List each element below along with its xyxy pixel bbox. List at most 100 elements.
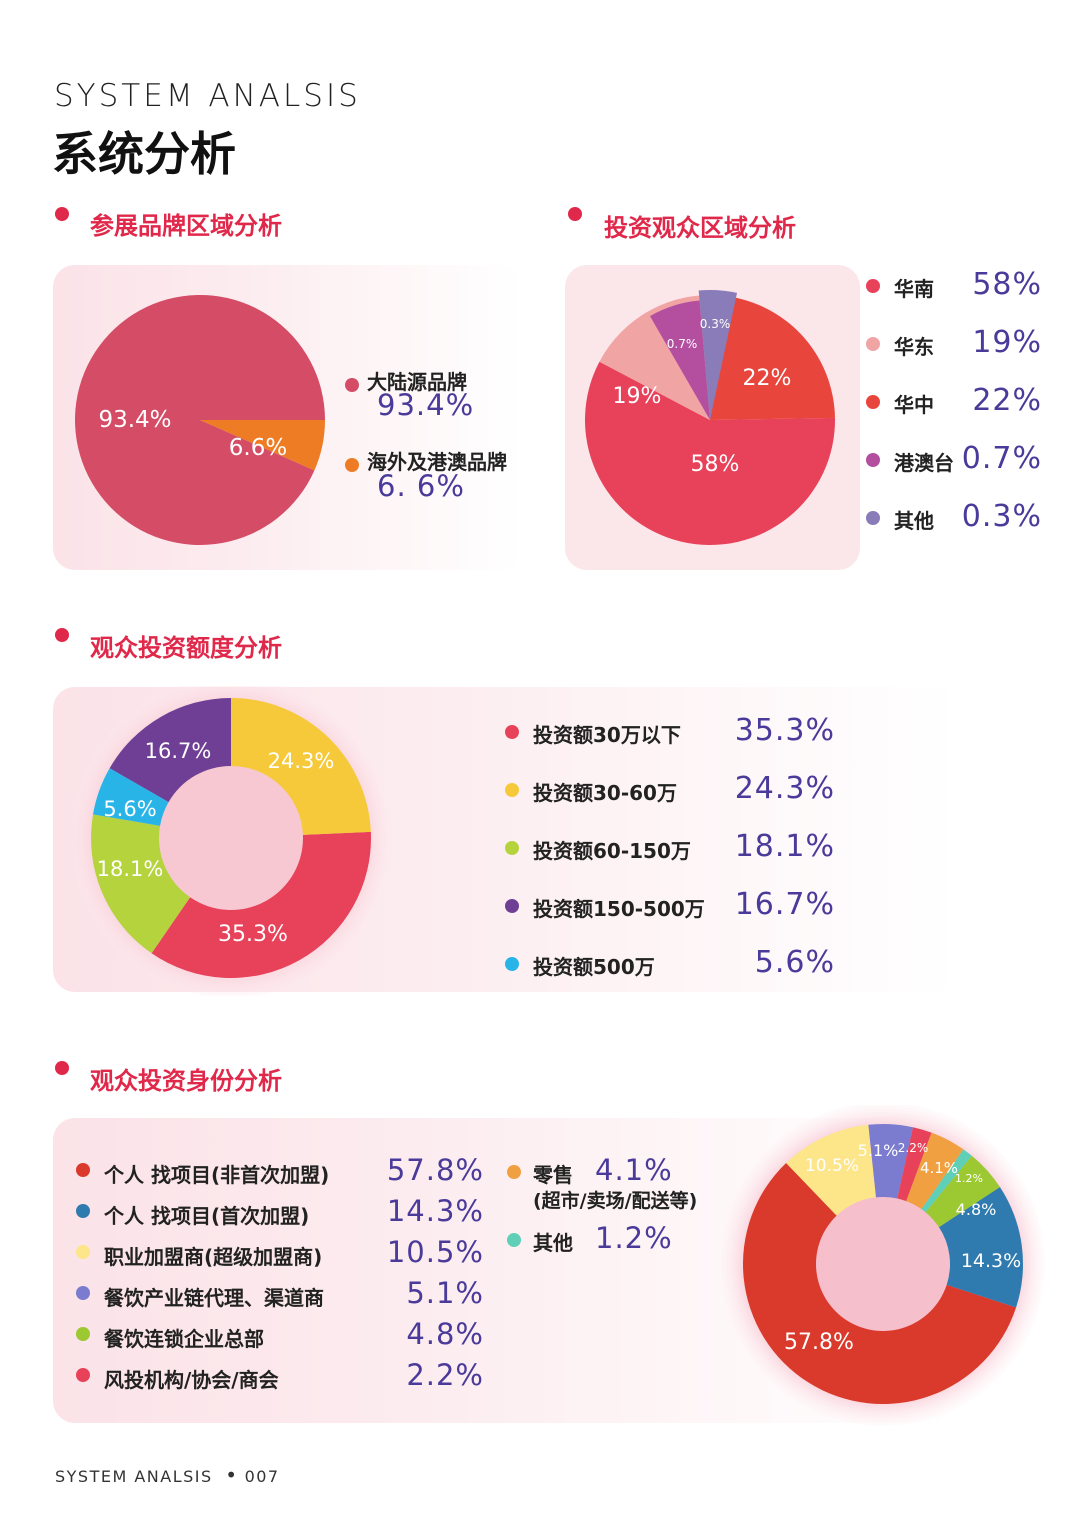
pie-slice-3 — [90, 814, 191, 954]
legend-label: 华南 — [894, 277, 934, 301]
legend-item: 港澳台 0.7% — [866, 440, 1066, 498]
slice-label: 93.4% — [98, 407, 171, 433]
legend-value: 24.3% — [734, 771, 835, 806]
legend-dot-icon — [866, 337, 880, 351]
legend-label: 个人 找项目(非首次加盟) — [104, 1163, 330, 1187]
legend-item: 职业加盟商(超级加盟商) 10.5% — [76, 1235, 486, 1276]
legend-label: 港澳台 — [894, 451, 954, 475]
legend-item: 投资额60-150万 18.1% — [505, 828, 845, 886]
legend-item: 餐饮连锁企业总部 4.8% — [76, 1317, 486, 1358]
identity-legend-right: 零售 4.1% (超市/卖场/配送等) 其他 1.2% — [507, 1153, 737, 1259]
section-bullet-icon — [568, 207, 582, 221]
slice-label: 58% — [691, 452, 740, 477]
legend-dot-icon — [505, 899, 519, 913]
slice-label: 0.3% — [700, 317, 731, 331]
region-legend: 华南 58% 华东 19% 华中 22% 港澳台 0.7% 其他 0.3% — [866, 266, 1066, 556]
section-title-brand: 参展品牌区域分析 — [90, 212, 282, 240]
slice-label: 4.1% — [920, 1159, 958, 1177]
legend-item: 投资额30万以下 35.3% — [505, 712, 845, 770]
english-title: SYSTEM ANALSIS — [54, 78, 361, 114]
legend-label: 零售 — [533, 1163, 573, 1187]
legend-item: 投资额150-500万 16.7% — [505, 886, 845, 944]
pie-slice-1 — [585, 361, 835, 545]
legend-item: 风投机构/协会/商会 2.2% — [76, 1358, 486, 1399]
identity-donut-chart: 57.8% 14.3% 10.5%5.1% 4.8% 2.2% 4.1%1.2% — [721, 1105, 1045, 1426]
pie-slice-4 — [109, 698, 231, 803]
legend-label: 投资额30万以下 — [533, 723, 681, 747]
legend-dot-icon — [505, 841, 519, 855]
legend-label: 其他 — [894, 509, 934, 533]
legend-item: 零售 4.1% (超市/卖场/配送等) — [507, 1153, 737, 1215]
slice-label: 22% — [743, 366, 792, 391]
legend-label: 餐饮产业链代理、渠道商 — [104, 1286, 324, 1310]
legend-value: 4.8% — [406, 1317, 484, 1351]
pie-slice-1 — [743, 1162, 1017, 1404]
legend-dot-icon — [345, 457, 359, 472]
legend-dot-icon — [507, 1165, 521, 1179]
legend-label: 投资额150-500万 — [533, 897, 705, 921]
slice-label: 5.1% — [858, 1141, 899, 1160]
pie-slice-6 — [897, 1127, 932, 1202]
legend-value: 22% — [972, 383, 1042, 418]
brand-pie-chart: 93.4% 6.6% — [75, 295, 325, 545]
section-title-identity: 观众投资身份分析 — [90, 1067, 282, 1095]
legend-label: 华中 — [894, 393, 934, 417]
slice-label: 19% — [613, 384, 662, 409]
pie-slice-8 — [921, 1149, 972, 1213]
legend-label: 华东 — [894, 335, 934, 359]
amount-donut-chart: 35.3% 24.3% 18.1% 16.7% 5.6% — [71, 686, 391, 996]
slice-label: 18.1% — [97, 857, 164, 881]
page-title: 系统分析 — [52, 127, 236, 181]
legend-dot-icon — [866, 511, 880, 525]
legend-item: 个人 找项目(非首次加盟) 57.8% — [76, 1153, 486, 1194]
legend-item: 华中 22% — [866, 382, 1066, 440]
pie-slice-other-highlight — [698, 290, 738, 420]
legend-value: 14.3% — [386, 1194, 484, 1228]
legend-label: 其他 — [533, 1231, 573, 1255]
legend-label: 投资额30-60万 — [533, 781, 677, 805]
legend-value: 10.5% — [386, 1235, 484, 1269]
slice-label: 4.8% — [956, 1200, 997, 1219]
legend-value: 5.1% — [406, 1276, 484, 1310]
legend-value: 58% — [972, 267, 1042, 302]
pie-slice-3 — [710, 296, 835, 420]
pie-slice-3 — [786, 1124, 876, 1216]
section-bullet-icon — [55, 207, 69, 221]
legend-label: 职业加盟商(超级加盟商) — [104, 1245, 323, 1269]
pie-slice-2 — [231, 698, 371, 835]
section-title-region: 投资观众区域分析 — [604, 214, 796, 242]
legend-label: 投资额60-150万 — [533, 839, 691, 863]
slice-label: 1.2% — [955, 1172, 983, 1185]
pie-slice-2 — [200, 420, 325, 471]
legend-value: 93.4% — [377, 388, 475, 422]
legend-value: 57.8% — [386, 1153, 484, 1187]
slice-label: 14.3% — [961, 1250, 1021, 1272]
slice-label: 16.7% — [145, 739, 212, 763]
legend-item: 华东 19% — [866, 324, 1066, 382]
pie-slice-7 — [906, 1132, 964, 1210]
slice-label: 0.7% — [667, 337, 698, 351]
legend-value: 1.2% — [595, 1221, 673, 1255]
legend-label: 餐饮连锁企业总部 — [104, 1327, 264, 1351]
pie-slice-1 — [151, 831, 371, 978]
legend-dot-icon — [76, 1163, 90, 1177]
legend-dot-icon — [866, 453, 880, 467]
legend-dot-icon — [505, 725, 519, 739]
legend-value: 16.7% — [734, 887, 835, 922]
legend-label: 风投机构/协会/商会 — [104, 1368, 279, 1392]
legend-dot-icon — [76, 1368, 90, 1382]
footer-text: SYSTEM ANALSIS — [55, 1467, 213, 1486]
legend-value: 35.3% — [734, 713, 835, 748]
section-bullet-icon — [55, 628, 69, 642]
slice-label: 10.5% — [805, 1156, 859, 1176]
legend-value: 19% — [972, 325, 1042, 360]
pie-slice-5 — [925, 1155, 1000, 1228]
pie-slice-2 — [938, 1187, 1023, 1308]
legend-item: 投资额30-60万 24.3% — [505, 770, 845, 828]
legend-dot-icon — [505, 957, 519, 971]
pie-slice-4 — [868, 1124, 913, 1199]
legend-item: 个人 找项目(首次加盟) 14.3% — [76, 1194, 486, 1235]
legend-label: 大陆源品牌 — [367, 370, 467, 394]
slice-label: 5.6% — [103, 797, 156, 821]
legend-value: 0.7% — [961, 441, 1042, 476]
